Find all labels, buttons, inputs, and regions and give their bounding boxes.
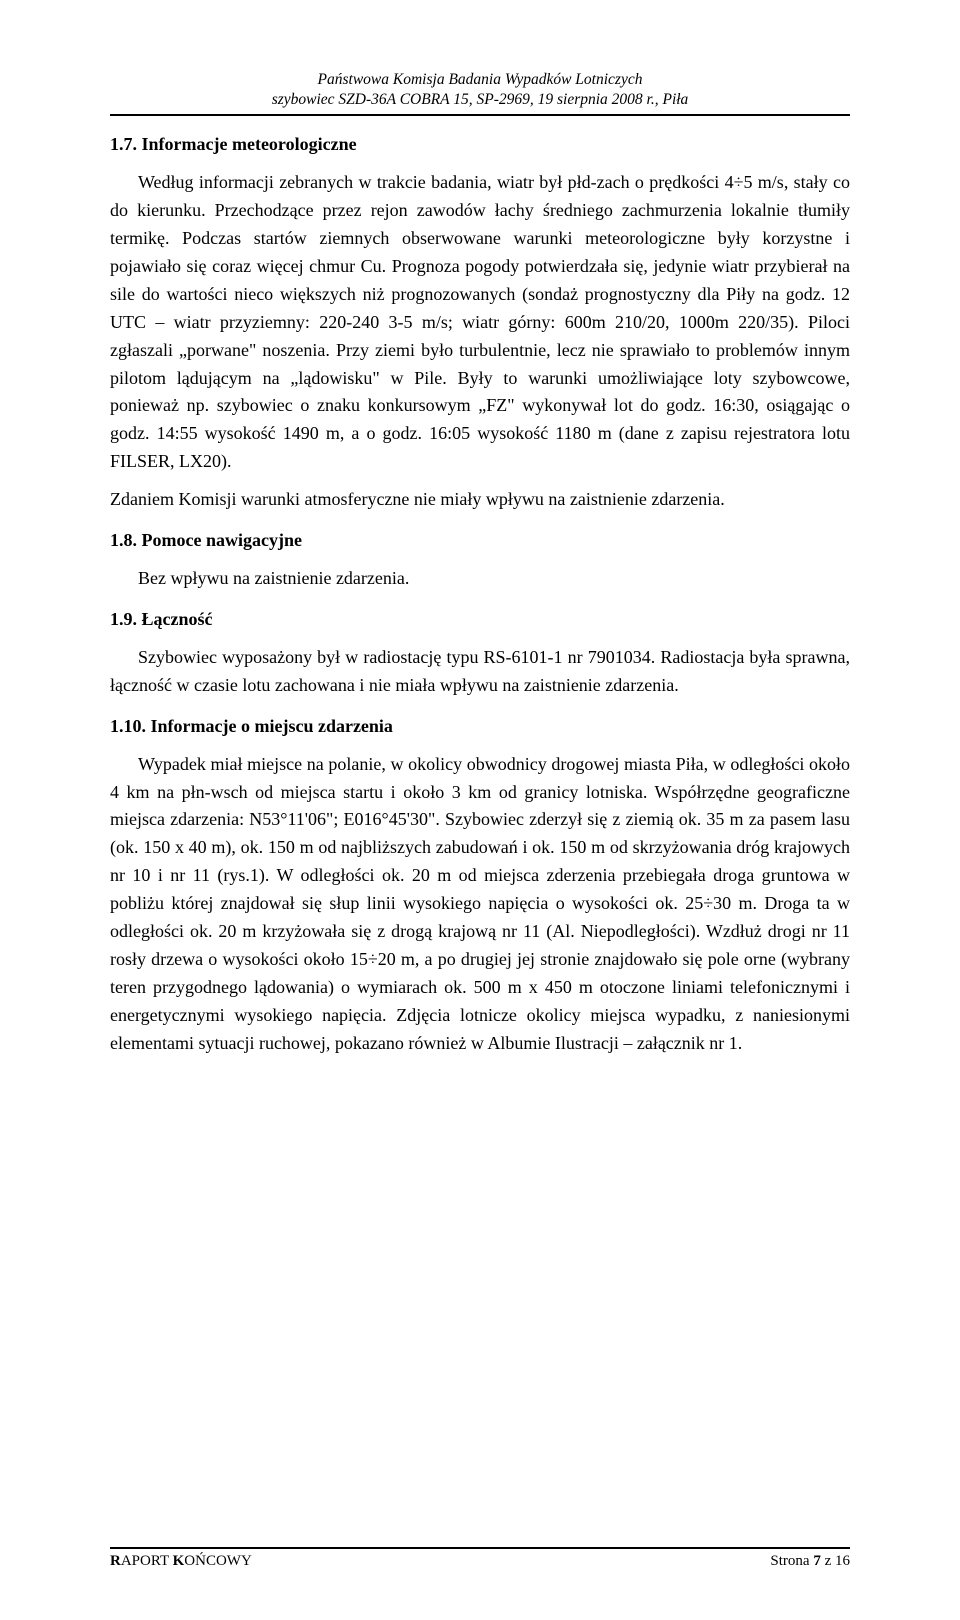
section-1-9-title: 1.9. Łączność bbox=[110, 609, 850, 630]
footer-page-current: 7 bbox=[813, 1553, 821, 1569]
page-footer: RAPORT KOŃCOWY Strona 7 z 16 bbox=[110, 1547, 850, 1570]
footer-page-total: 16 bbox=[835, 1553, 850, 1569]
header-line-2: szybowiec SZD-36A COBRA 15, SP-2969, 19 … bbox=[110, 90, 850, 110]
footer-page-prefix: Strona bbox=[770, 1553, 813, 1569]
footer-raport-label: RAPORT KOŃCOWY bbox=[110, 1553, 252, 1569]
footer-left: RAPORT KOŃCOWY bbox=[110, 1553, 252, 1570]
header-line-1: Państwowa Komisja Badania Wypadków Lotni… bbox=[110, 70, 850, 90]
footer-page-mid: z bbox=[821, 1553, 835, 1569]
section-1-9-paragraph-1: Szybowiec wyposażony był w radiostację t… bbox=[110, 644, 850, 700]
section-1-8-paragraph-1: Bez wpływu na zaistnienie zdarzenia. bbox=[110, 565, 850, 593]
document-page: Państwowa Komisja Badania Wypadków Lotni… bbox=[0, 0, 960, 1620]
section-1-10-paragraph-1: Wypadek miał miejsce na polanie, w okoli… bbox=[110, 751, 850, 1058]
footer-right: Strona 7 z 16 bbox=[770, 1553, 850, 1570]
section-1-7-paragraph-1: Według informacji zebranych w trakcie ba… bbox=[110, 169, 850, 476]
section-1-8-title: 1.8. Pomoce nawigacyjne bbox=[110, 530, 850, 551]
section-1-7-title: 1.7. Informacje meteorologiczne bbox=[110, 134, 850, 155]
section-1-10-title: 1.10. Informacje o miejscu zdarzenia bbox=[110, 716, 850, 737]
section-1-7-paragraph-2: Zdaniem Komisji warunki atmosferyczne ni… bbox=[110, 486, 850, 514]
page-header: Państwowa Komisja Badania Wypadków Lotni… bbox=[110, 70, 850, 116]
